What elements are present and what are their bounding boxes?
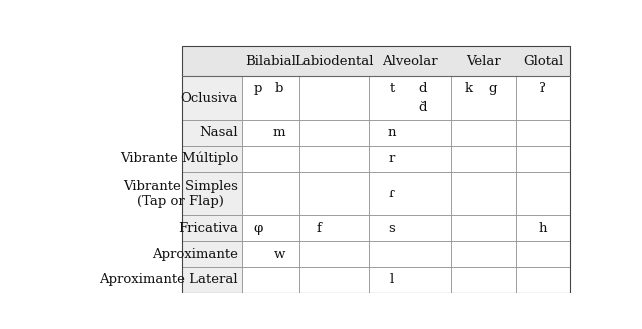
Bar [516, 146, 570, 172]
Bar [451, 120, 516, 146]
Bar [516, 241, 570, 267]
Text: n: n [388, 126, 396, 139]
Text: f: f [317, 222, 321, 235]
Text: h: h [539, 222, 547, 235]
Bar [516, 267, 570, 293]
Text: Fricativa: Fricativa [178, 222, 238, 235]
Text: w: w [273, 248, 285, 261]
Text: p: p [254, 82, 262, 95]
Bar [369, 120, 451, 146]
Text: Glotal: Glotal [523, 55, 563, 67]
Bar [182, 241, 242, 267]
Bar [369, 267, 451, 293]
Bar [369, 76, 451, 120]
Bar [242, 172, 299, 215]
Bar [242, 215, 299, 241]
Text: d̆: d̆ [418, 101, 426, 114]
Text: r: r [388, 152, 395, 165]
Bar [369, 215, 451, 241]
Bar [451, 241, 516, 267]
Bar [242, 76, 299, 120]
Bar [451, 172, 516, 215]
Text: Vibrante Múltiplo: Vibrante Múltiplo [119, 152, 238, 165]
Text: ɾ: ɾ [389, 187, 395, 200]
Text: Aproximante: Aproximante [152, 248, 238, 261]
Bar [299, 120, 369, 146]
Bar [182, 76, 242, 120]
Bar [299, 267, 369, 293]
Bar [299, 76, 369, 120]
Text: l: l [390, 273, 394, 287]
Text: Nasal: Nasal [200, 126, 238, 139]
Bar [516, 76, 570, 120]
Bar [242, 120, 299, 146]
Bar [242, 267, 299, 293]
Text: s: s [388, 222, 395, 235]
Text: Aproximante Lateral: Aproximante Lateral [100, 273, 238, 287]
Bar [299, 241, 369, 267]
Bar [516, 215, 570, 241]
Bar [299, 172, 369, 215]
Text: Velar: Velar [466, 55, 501, 67]
Bar [516, 120, 570, 146]
Bar [369, 241, 451, 267]
Bar [182, 46, 570, 76]
Text: t: t [389, 82, 394, 95]
Text: g: g [489, 82, 497, 95]
Text: k: k [465, 82, 473, 95]
Text: ʔ: ʔ [539, 82, 546, 95]
Bar [451, 215, 516, 241]
Bar [451, 76, 516, 120]
Text: b: b [275, 82, 283, 95]
Text: Bilabial: Bilabial [245, 55, 296, 67]
Bar [299, 215, 369, 241]
Bar [182, 146, 242, 172]
Bar [182, 120, 242, 146]
Bar [369, 172, 451, 215]
Bar [182, 46, 570, 293]
Text: Oclusiva: Oclusiva [180, 92, 238, 105]
Text: Vibrante Simples
(Tap or Flap): Vibrante Simples (Tap or Flap) [123, 180, 238, 208]
Bar [242, 146, 299, 172]
Bar [451, 146, 516, 172]
Bar [182, 172, 242, 215]
Bar [182, 267, 242, 293]
Text: Alveolar: Alveolar [382, 55, 438, 67]
Bar [182, 215, 242, 241]
Bar [369, 146, 451, 172]
Bar [242, 241, 299, 267]
Bar [451, 267, 516, 293]
Text: d: d [418, 82, 426, 95]
Bar [299, 146, 369, 172]
Bar [516, 172, 570, 215]
Text: Labiodental: Labiodental [294, 55, 374, 67]
Text: φ: φ [254, 222, 263, 235]
Text: m: m [273, 126, 286, 139]
